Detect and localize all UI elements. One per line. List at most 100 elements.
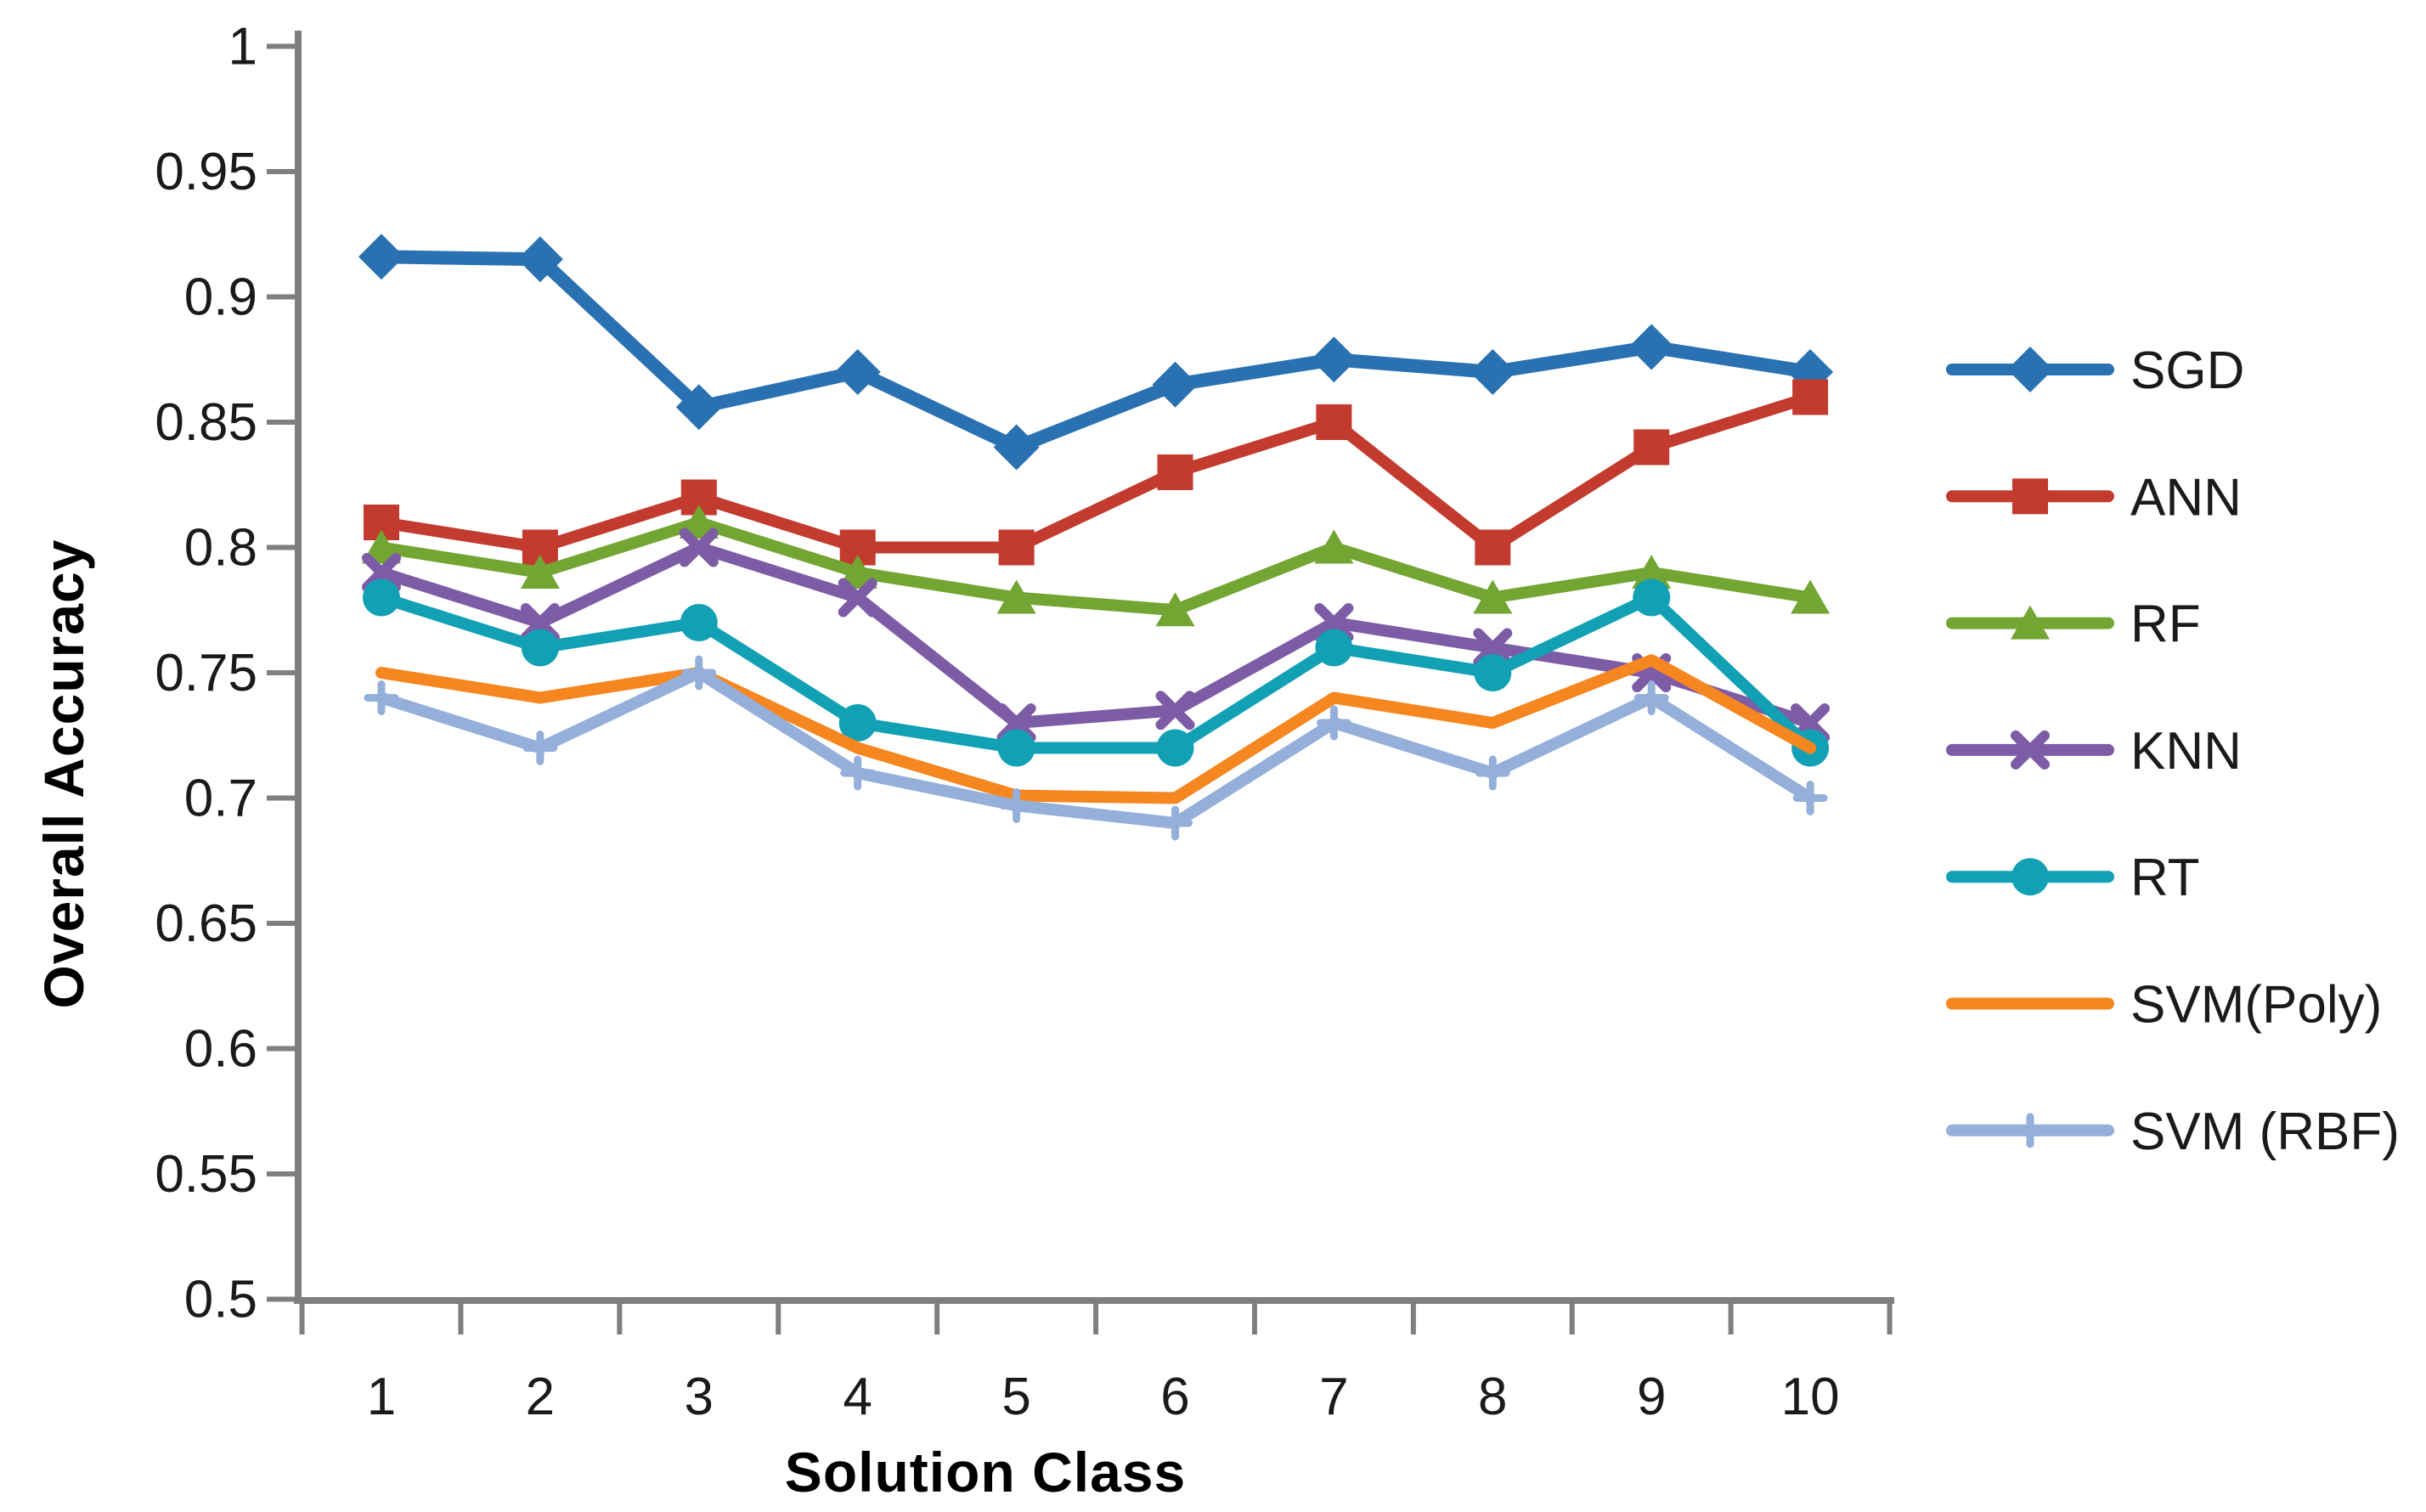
diamond-marker: [358, 234, 404, 280]
plus-marker: [681, 655, 717, 691]
series-line: [375, 516, 1817, 617]
x-tick-label: 6: [1160, 1368, 1189, 1426]
circle-marker: [1633, 578, 1671, 617]
triangle-marker: [1791, 579, 1831, 614]
legend-label: SGD: [2130, 341, 2244, 400]
diamond-marker: [834, 349, 881, 395]
series-line: [375, 541, 1817, 729]
square-marker: [2012, 478, 2048, 515]
x-axis-title: Solution Class: [784, 1441, 1187, 1504]
plus-marker: [364, 680, 399, 715]
y-tick-label: 0.65: [155, 894, 257, 953]
plus-marker: [1633, 680, 1669, 715]
x-marker: [838, 578, 877, 618]
triangle-marker: [520, 555, 560, 589]
y-tick-label: 0.8: [184, 519, 257, 578]
legend-label: SVM (RBF): [2130, 1103, 2400, 1161]
circle-marker: [680, 604, 718, 641]
y-tick-label: 0.6: [184, 1020, 257, 1079]
legend-label: KNN: [2130, 722, 2242, 781]
circle-marker: [2011, 858, 2049, 896]
y-tick-label: 1: [228, 18, 257, 76]
x-tick-label: 9: [1637, 1368, 1666, 1426]
y-tick-label: 0.75: [155, 644, 257, 702]
triangle-marker: [1314, 529, 1354, 564]
circle-marker: [1315, 629, 1353, 667]
legend-item: SGD: [1946, 341, 2244, 400]
plus-marker: [999, 787, 1035, 823]
legend-item: RF: [1946, 595, 2201, 654]
x-tick-label: 2: [526, 1368, 555, 1426]
x-tick-label: 3: [685, 1368, 714, 1426]
plus-marker: [1158, 805, 1193, 841]
legend-item: RT: [1946, 849, 2200, 907]
square-marker: [998, 529, 1035, 566]
y-tick-label: 0.95: [155, 143, 257, 201]
circle-marker: [838, 704, 877, 742]
y-tick-label: 0.5: [184, 1271, 257, 1329]
y-axis-title: Overall Accuracy: [32, 539, 95, 1009]
x-marker: [2011, 730, 2050, 770]
diamond-marker: [2007, 347, 2053, 392]
square-marker: [1316, 404, 1352, 440]
series-line: [375, 654, 1817, 804]
legend-item: SVM (RBF): [1946, 1103, 2400, 1161]
plus-marker: [1316, 705, 1351, 741]
x-tick-label: 7: [1319, 1368, 1348, 1426]
x-tick-label: 5: [1001, 1368, 1030, 1426]
y-tick-label: 0.7: [184, 770, 257, 828]
y-tick-label: 0.55: [155, 1145, 257, 1204]
legend-label: ANN: [2130, 468, 2242, 527]
x-tick-group: 1 2 3 4 5 6 7 8 9 10: [299, 1300, 1893, 1426]
plus-marker: [522, 731, 558, 765]
diamond-marker: [1470, 349, 1516, 395]
series-line: [375, 250, 1818, 454]
x-tick-label: 1: [367, 1368, 396, 1426]
diamond-marker: [993, 424, 1040, 471]
plus-marker: [1475, 755, 1510, 791]
x-tick-label: 4: [843, 1368, 872, 1426]
square-marker: [1792, 379, 1829, 415]
legend: SGD ANN RF KNN RT SVM(Poly) SVM (RBF): [1946, 341, 2400, 1161]
series-line: [375, 667, 1817, 829]
triangle-marker: [1155, 592, 1195, 627]
triangle-marker: [1632, 555, 1672, 589]
series-svm-poly-: [375, 654, 1817, 804]
x-tick-label: 8: [1478, 1368, 1507, 1426]
series-rt: [363, 578, 1830, 767]
plus-marker: [1792, 781, 1828, 815]
legend-label: RT: [2130, 849, 2200, 907]
x-tick-label: 10: [1781, 1368, 1840, 1426]
legend-label: SVM(Poly): [2130, 976, 2382, 1035]
square-marker: [1633, 429, 1670, 465]
series-svm-rbf-: [364, 655, 1828, 841]
y-tick-group: 1 0.95 0.9 0.85 0.8 0.75 0.7 0.65 0.6 0.55 0.5: [155, 18, 298, 1329]
legend-label: RF: [2130, 595, 2201, 654]
x-marker: [1155, 691, 1195, 731]
series-line: [375, 391, 1817, 554]
series-line: [375, 591, 1817, 754]
diamond-marker: [516, 236, 563, 283]
circle-marker: [1156, 729, 1194, 767]
y-tick-label: 0.9: [184, 268, 257, 327]
triangle-marker: [679, 505, 719, 539]
plus-marker: [840, 755, 876, 791]
triangle-marker: [838, 555, 877, 589]
series-ann: [364, 379, 1829, 566]
triangle-marker: [1473, 579, 1513, 614]
plus-marker: [2012, 1113, 2048, 1148]
diamond-marker: [1152, 361, 1199, 408]
circle-marker: [1474, 654, 1512, 691]
triangle-marker: [362, 529, 401, 564]
x-marker: [679, 528, 719, 567]
series-sgd: [358, 234, 1834, 471]
triangle-marker: [2011, 605, 2050, 640]
series-rf: [362, 505, 1831, 627]
diamond-marker: [675, 384, 722, 431]
square-marker: [1475, 529, 1511, 566]
circle-marker: [521, 629, 559, 667]
diamond-marker: [1311, 336, 1357, 383]
legend-item: SVM(Poly): [1946, 976, 2382, 1035]
legend-item: ANN: [1946, 468, 2242, 527]
